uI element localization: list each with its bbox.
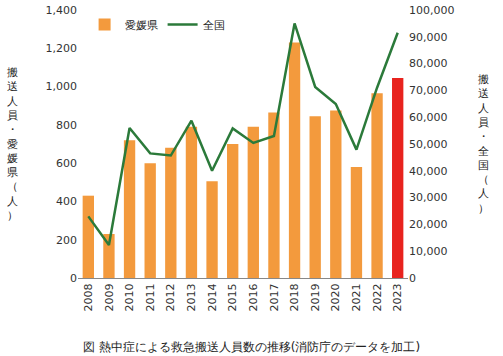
svg-text:2013: 2013 <box>185 283 198 311</box>
svg-text:10,000: 10,000 <box>409 245 448 258</box>
svg-text:全国: 全国 <box>203 19 225 32</box>
svg-text:1,400: 1,400 <box>46 4 78 17</box>
svg-text:0: 0 <box>409 272 416 285</box>
svg-text:40,000: 40,000 <box>409 165 448 178</box>
svg-text:1,200: 1,200 <box>46 42 78 55</box>
svg-text:2011: 2011 <box>144 283 157 311</box>
svg-text:90,000: 90,000 <box>409 31 448 44</box>
svg-text:200: 200 <box>56 234 77 247</box>
svg-text:2017: 2017 <box>268 283 281 311</box>
svg-text:70,000: 70,000 <box>409 84 448 97</box>
svg-text:愛媛県: 愛媛県 <box>125 19 158 32</box>
svg-text:2015: 2015 <box>226 283 239 311</box>
svg-text:2008: 2008 <box>82 283 95 311</box>
svg-text:2023: 2023 <box>391 283 404 311</box>
svg-text:600: 600 <box>56 157 77 170</box>
svg-text:80,000: 80,000 <box>409 57 448 70</box>
svg-text:2012: 2012 <box>164 283 177 311</box>
svg-text:0: 0 <box>70 272 77 285</box>
svg-text:100,000: 100,000 <box>409 4 455 17</box>
svg-text:2014: 2014 <box>206 283 219 311</box>
svg-text:図 熱中症による救急搬送人員数の推移(消防庁のデータを加工): 図 熱中症による救急搬送人員数の推移(消防庁のデータを加工) <box>83 340 420 354</box>
svg-text:搬送人員・全国（人）: 搬送人員・全国（人） <box>478 73 489 215</box>
svg-text:2021: 2021 <box>350 283 363 311</box>
svg-text:2020: 2020 <box>329 283 342 311</box>
svg-text:400: 400 <box>56 195 77 208</box>
svg-text:60,000: 60,000 <box>409 111 448 124</box>
svg-text:50,000: 50,000 <box>409 138 448 151</box>
svg-text:2018: 2018 <box>288 283 301 311</box>
svg-text:搬送人員・愛媛県（人）: 搬送人員・愛媛県（人） <box>7 66 18 222</box>
svg-text:1,000: 1,000 <box>46 80 78 93</box>
svg-text:30,000: 30,000 <box>409 191 448 204</box>
svg-text:2019: 2019 <box>309 283 322 311</box>
svg-text:800: 800 <box>56 119 77 132</box>
svg-text:2010: 2010 <box>123 283 136 311</box>
svg-text:2009: 2009 <box>103 283 116 311</box>
svg-text:2022: 2022 <box>371 283 384 311</box>
svg-text:20,000: 20,000 <box>409 218 448 231</box>
svg-text:2016: 2016 <box>247 283 260 311</box>
